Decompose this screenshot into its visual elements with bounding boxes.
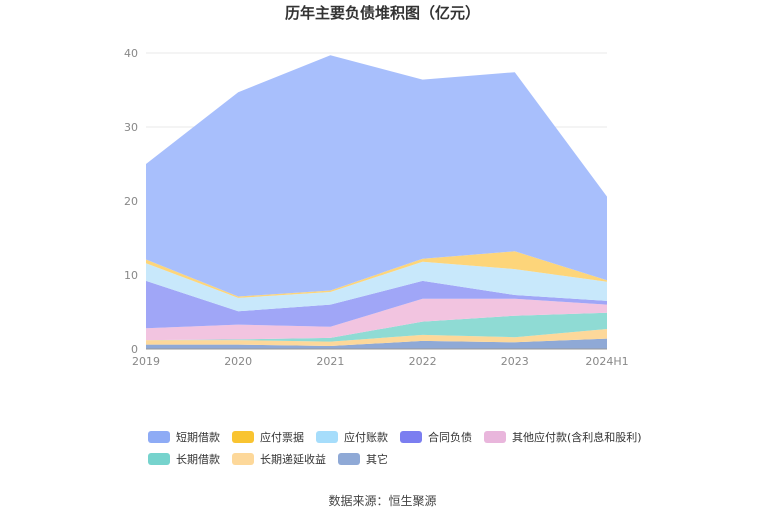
- x-tick-label: 2020: [224, 355, 252, 368]
- area-长期递延收益: [146, 329, 607, 346]
- legend-swatch: [232, 453, 254, 465]
- legend-label: 短期借款: [176, 431, 220, 444]
- legend-item[interactable]: 其它: [338, 451, 388, 467]
- legend-label: 合同负债: [428, 431, 472, 444]
- y-tick-label: 40: [124, 47, 138, 60]
- x-tick-label: 2023: [501, 355, 529, 368]
- legend-item[interactable]: 短期借款: [148, 429, 220, 445]
- legend-row: 短期借款 应付票据 应付账款 合同负债 其他应付款(含利息和股利): [148, 426, 668, 448]
- area-长期借款: [146, 312, 607, 342]
- legend-swatch: [338, 453, 360, 465]
- x-tick-label: 2024H1: [585, 355, 628, 368]
- legend-label: 应付票据: [260, 431, 304, 444]
- legend-swatch: [148, 431, 170, 443]
- area-应付账款: [146, 261, 607, 312]
- legend-item[interactable]: 长期递延收益: [232, 451, 326, 467]
- legend-item[interactable]: 长期借款: [148, 451, 220, 467]
- area-合同负债: [146, 280, 607, 329]
- legend-swatch: [316, 431, 338, 443]
- axes: 0 10 20 30 40 2019 2020 2021 2022 2023 2024H1: [124, 47, 629, 368]
- legend-label: 应付账款: [344, 431, 388, 444]
- legend: 短期借款 应付票据 应付账款 合同负债 其他应付款(含利息和股利) 长期借款 长期递延收益 其…: [148, 426, 668, 470]
- legend-item[interactable]: 其他应付款(含利息和股利): [484, 429, 642, 445]
- x-tick-label: 2022: [409, 355, 437, 368]
- area-其它: [146, 338, 607, 349]
- legend-item[interactable]: 应付票据: [232, 429, 304, 445]
- y-tick-label: 10: [124, 269, 138, 282]
- y-tick-label: 30: [124, 121, 138, 134]
- area-其他应付款(含利息和股利): [146, 298, 607, 341]
- legend-swatch: [232, 431, 254, 443]
- legend-item[interactable]: 应付账款: [316, 429, 388, 445]
- legend-label: 其他应付款(含利息和股利): [512, 431, 642, 444]
- legend-label: 长期递延收益: [260, 453, 326, 466]
- legend-label: 其它: [366, 453, 388, 466]
- legend-item[interactable]: 合同负债: [400, 429, 472, 445]
- x-tick-label: 2021: [316, 355, 344, 368]
- area-series: [146, 55, 607, 349]
- legend-swatch: [148, 453, 170, 465]
- y-tick-label: 20: [124, 195, 138, 208]
- area-短期借款: [146, 55, 607, 297]
- legend-swatch: [400, 431, 422, 443]
- legend-swatch: [484, 431, 506, 443]
- legend-label: 长期借款: [176, 453, 220, 466]
- x-tick-label: 2019: [132, 355, 160, 368]
- data-source: 数据来源：恒生聚源: [328, 494, 437, 508]
- y-tick-label: 0: [131, 343, 138, 356]
- legend-row: 长期借款 长期递延收益 其它: [148, 448, 668, 470]
- chart-plot: 0 10 20 30 40 2019 2020 2021 2022 2023 2024H1: [124, 47, 629, 368]
- chart-title: 历年主要负债堆积图（亿元）: [284, 4, 480, 22]
